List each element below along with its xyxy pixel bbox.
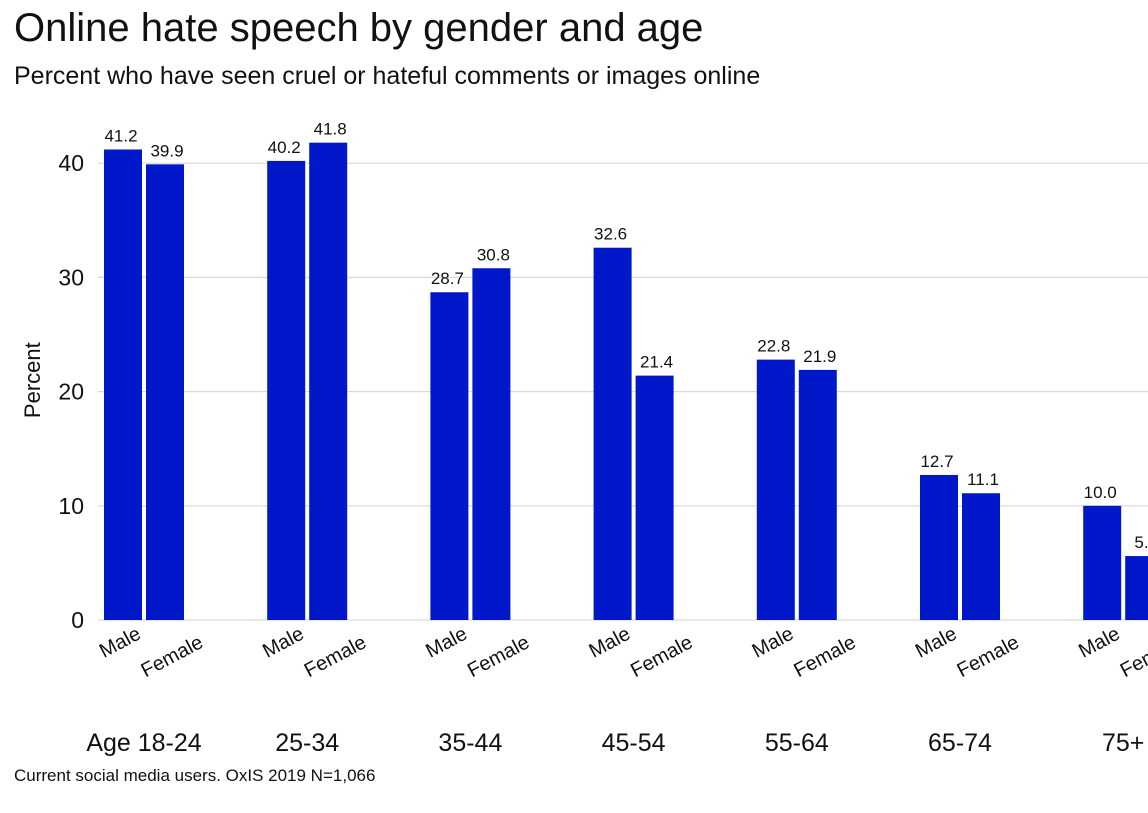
bar	[798, 369, 837, 620]
data-label: 28.7	[431, 269, 464, 288]
x-tick-label: Female	[627, 631, 696, 682]
data-label: 21.9	[803, 347, 836, 366]
y-tick-label: 20	[58, 379, 84, 405]
x-tick-label: Male	[259, 623, 308, 663]
y-tick-label: 0	[71, 607, 84, 633]
bar	[962, 493, 1000, 620]
data-label: 39.9	[150, 141, 183, 160]
data-label: 41.8	[314, 120, 347, 139]
data-label: 5.6	[1134, 533, 1148, 552]
bar	[430, 292, 469, 620]
bar	[920, 474, 958, 620]
x-tick-label: Male	[585, 623, 634, 663]
group-label: 75+	[1102, 729, 1144, 757]
bar	[472, 268, 511, 620]
bar	[635, 375, 674, 620]
data-label: 41.2	[104, 126, 137, 145]
chart-caption: Current social media users. OxIS 2019 N=…	[14, 766, 376, 785]
y-tick-label: 40	[58, 150, 84, 176]
bar	[146, 164, 184, 621]
y-axis-title: Percent	[20, 342, 45, 418]
x-tick-label: Female	[301, 631, 370, 682]
group-label: 55-64	[765, 729, 829, 757]
bar	[756, 359, 795, 620]
x-tick-label: Male	[1075, 623, 1124, 663]
bar	[1125, 556, 1148, 620]
data-label: 21.4	[640, 353, 673, 372]
bar	[593, 247, 632, 620]
x-tick-label: Female	[138, 631, 207, 682]
data-label: 10.0	[1084, 483, 1117, 502]
x-tick-label: Female	[954, 631, 1023, 682]
data-label: 11.1	[967, 470, 999, 489]
x-tick-label: Male	[912, 623, 961, 663]
y-tick-label: 30	[58, 264, 84, 290]
chart-subtitle: Percent who have seen cruel or hateful c…	[14, 62, 761, 90]
data-label: 22.8	[757, 337, 790, 356]
data-label: 12.7	[920, 452, 953, 471]
bar	[1083, 505, 1122, 620]
x-tick-label: Female	[790, 631, 859, 682]
group-label: 35-44	[438, 729, 502, 757]
chart-title: Online hate speech by gender and age	[14, 6, 704, 50]
data-label: 40.2	[268, 138, 301, 157]
group-label: 45-54	[602, 729, 666, 757]
group-label: 65-74	[928, 729, 992, 757]
x-tick-label: Male	[749, 623, 798, 663]
bar	[267, 160, 306, 620]
x-tick-label: Male	[96, 623, 145, 663]
group-label: 25-34	[275, 729, 339, 757]
x-tick-label: Female	[464, 631, 533, 682]
bar	[104, 149, 142, 620]
x-tick-label: Male	[422, 623, 471, 663]
y-tick-label: 10	[58, 493, 84, 519]
group-label: Age 18-24	[86, 729, 201, 757]
data-label: 32.6	[594, 225, 627, 244]
bar	[309, 142, 348, 621]
data-label: 30.8	[477, 245, 510, 264]
